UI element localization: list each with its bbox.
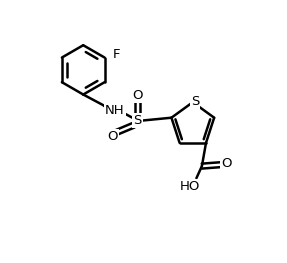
Text: O: O [221, 157, 232, 170]
Text: S: S [191, 95, 199, 108]
Text: S: S [133, 114, 142, 127]
Text: NH: NH [105, 104, 125, 117]
Text: O: O [132, 89, 143, 102]
Text: O: O [108, 130, 118, 144]
Text: F: F [112, 48, 120, 61]
Text: HO: HO [180, 180, 201, 193]
